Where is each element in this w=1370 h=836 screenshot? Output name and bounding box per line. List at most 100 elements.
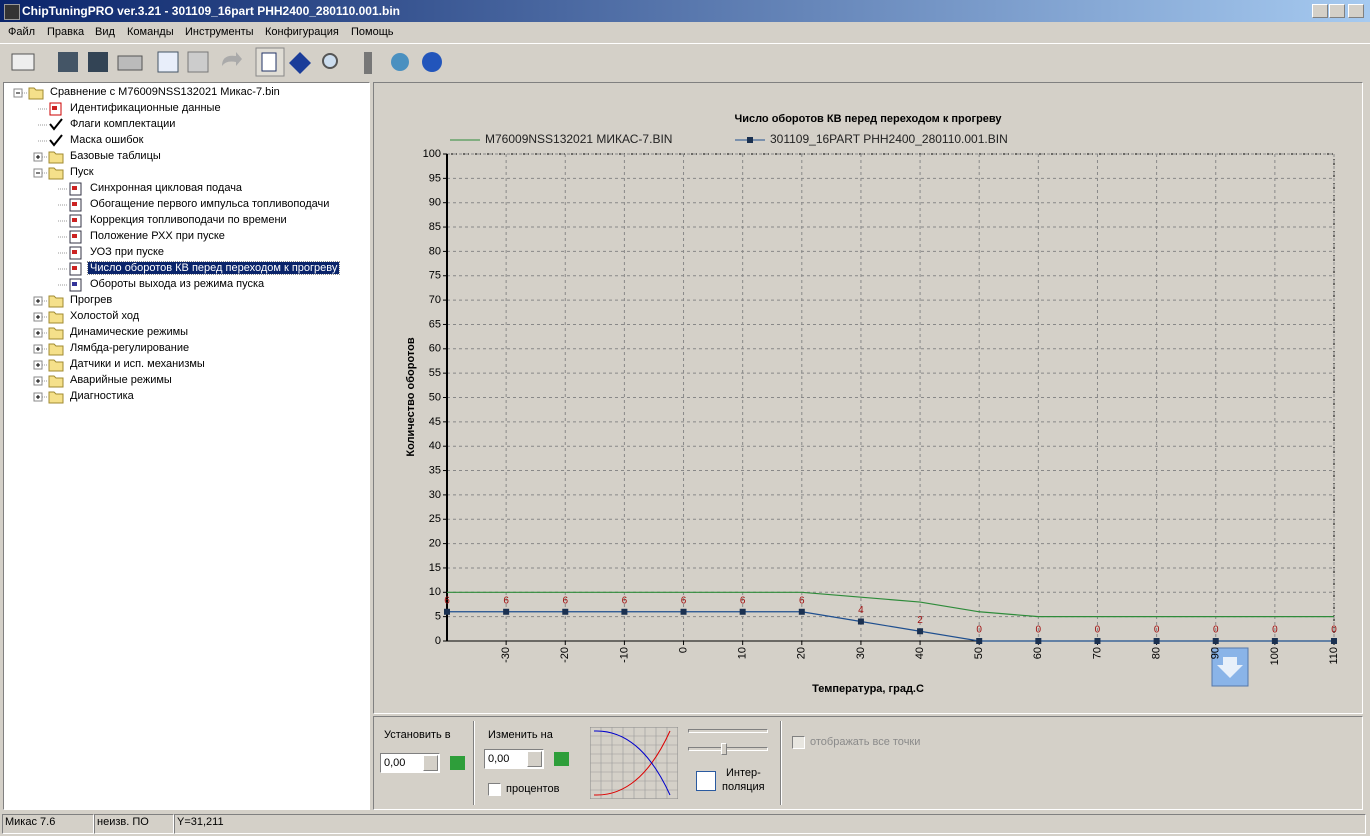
tree-item[interactable]: Сравнение с M76009NSS132021 Микас-7.bin xyxy=(50,86,280,98)
tree-item[interactable]: Коррекция топливоподачи по времени xyxy=(90,214,287,226)
help-icon[interactable] xyxy=(422,52,442,72)
save-as-icon[interactable] xyxy=(88,52,108,72)
interp-label-1: Интер- xyxy=(726,767,761,779)
change-input[interactable]: 0,00 xyxy=(484,749,544,769)
legend-label: 301109_16PART PHH2400_280110.001.BIN xyxy=(770,132,1008,146)
point-marker xyxy=(444,608,450,615)
menu-item[interactable]: Помощь xyxy=(351,26,394,38)
y-tick-label: 50 xyxy=(429,391,441,403)
tree-item[interactable]: Идентификационные данные xyxy=(70,102,221,114)
y-axis-label: Количество оборотов xyxy=(405,337,417,457)
set-input[interactable]: 0,00 xyxy=(380,753,440,773)
tree-item[interactable]: Базовые таблицы xyxy=(70,150,161,162)
info-icon[interactable] xyxy=(289,52,311,74)
tree-item[interactable]: Датчики и исп. механизмы xyxy=(70,358,205,370)
change-apply-button[interactable] xyxy=(554,752,569,766)
menu-item[interactable]: Команды xyxy=(127,26,174,38)
data-label: 6 xyxy=(799,595,805,606)
copy-icon[interactable] xyxy=(157,51,179,73)
series-line xyxy=(447,611,1334,642)
tree-item[interactable]: Диагностика xyxy=(70,390,134,402)
folder-icon xyxy=(48,343,64,356)
y-tick-label: 5 xyxy=(435,611,441,623)
percent-label: процентов xyxy=(506,783,560,795)
point-marker xyxy=(917,628,924,635)
y-tick-label: 90 xyxy=(429,197,441,209)
point-marker xyxy=(503,608,510,615)
y-tick-label: 85 xyxy=(429,221,441,233)
table-icon-mark xyxy=(72,234,77,238)
maximize-button[interactable] xyxy=(1329,4,1345,18)
tree-item[interactable]: Динамические режимы xyxy=(70,326,189,338)
tree-item[interactable]: УОЗ при пуске xyxy=(90,246,165,258)
x-tick-label: -20 xyxy=(559,647,571,663)
point-marker xyxy=(976,638,983,644)
minimize-button[interactable] xyxy=(1312,4,1328,18)
y-tick-label: 70 xyxy=(429,294,441,306)
print-icon[interactable] xyxy=(117,55,143,71)
percent-checkbox[interactable] xyxy=(488,783,501,796)
y-tick-label: 20 xyxy=(429,538,441,550)
slider-1[interactable] xyxy=(688,729,768,733)
point-marker xyxy=(621,608,628,615)
point-marker xyxy=(562,608,569,615)
data-label: 4 xyxy=(858,605,864,616)
menu-item[interactable]: Вид xyxy=(95,26,115,38)
table-icon-mark xyxy=(72,202,77,206)
tree-item[interactable]: Пуск xyxy=(70,166,94,178)
interpolation-button[interactable] xyxy=(696,771,716,791)
title-bar: ChipTuningPRO ver.3.21 - 301109_16part P… xyxy=(0,0,1370,22)
tree-item[interactable]: Лямбда-регулирование xyxy=(70,342,190,354)
y-tick-label: 80 xyxy=(429,245,441,257)
paste-icon[interactable] xyxy=(187,51,209,73)
show-all-checkbox[interactable] xyxy=(792,736,805,749)
tree-item[interactable]: Обороты выхода из режима пуска xyxy=(90,278,265,290)
tree-item[interactable]: Положение РХХ при пуске xyxy=(90,230,225,242)
series-line xyxy=(447,591,1334,618)
x-tick-label: -10 xyxy=(618,647,630,663)
legend-label: M76009NSS132021 МИКАС-7.BIN xyxy=(485,132,672,146)
change-value: 0,00 xyxy=(488,753,510,765)
data-label: 6 xyxy=(622,595,628,606)
undo-icon[interactable] xyxy=(222,52,242,66)
tree-item[interactable]: Маска ошибок xyxy=(70,134,144,146)
y-tick-label: 45 xyxy=(429,416,441,428)
menu-item[interactable]: Инструменты xyxy=(185,26,254,38)
y-tick-label: 15 xyxy=(429,562,441,574)
tree-item[interactable]: Число оборотов КВ перед переходом к прог… xyxy=(86,261,341,275)
control-panel: Установить в 0,00 Изменить на 0,00 проце… xyxy=(373,716,1363,810)
menu-item[interactable]: Файл xyxy=(8,26,36,38)
y-tick-label: 30 xyxy=(429,489,441,501)
folder-icon xyxy=(48,151,64,164)
status-panel: Микас 7.6 xyxy=(2,814,94,834)
tree-item[interactable]: Прогрев xyxy=(70,294,113,306)
tree-item[interactable]: Обогащение первого импульса топливоподач… xyxy=(90,198,330,210)
menu-item[interactable]: Конфигурация xyxy=(265,26,339,38)
table-icon-mark xyxy=(72,218,77,222)
tree-item[interactable]: Холостой ход xyxy=(70,310,140,322)
tree-item[interactable]: Синхронная цикловая подача xyxy=(90,182,243,194)
point-marker xyxy=(1331,638,1337,644)
y-tick-label: 95 xyxy=(429,172,441,184)
set-apply-button[interactable] xyxy=(450,756,465,770)
tools-icon[interactable] xyxy=(364,52,372,74)
tree-item[interactable]: Аварийные режимы xyxy=(70,374,172,386)
close-button[interactable] xyxy=(1348,4,1364,18)
slider-2[interactable] xyxy=(688,747,768,751)
open-icon[interactable] xyxy=(11,53,35,71)
menu-item[interactable]: Правка xyxy=(47,26,85,38)
tree-item[interactable]: Флаги комплектации xyxy=(70,118,176,130)
point-marker xyxy=(798,608,805,615)
x-tick-label: 80 xyxy=(1151,647,1163,659)
data-label: 0 xyxy=(1154,625,1160,636)
x-tick-label: 100 xyxy=(1269,647,1281,665)
search-icon[interactable] xyxy=(322,53,338,69)
update-icon[interactable] xyxy=(391,53,409,71)
menu-bar: Файл Правка Вид Команды Инструменты Конфигура… xyxy=(0,22,1370,42)
data-label: 6 xyxy=(503,595,509,606)
folder-icon xyxy=(48,311,64,324)
x-tick-label: 110 xyxy=(1328,647,1340,665)
curve-preview[interactable] xyxy=(590,727,678,799)
data-label: 0 xyxy=(1095,625,1101,636)
save-icon[interactable] xyxy=(58,52,78,72)
